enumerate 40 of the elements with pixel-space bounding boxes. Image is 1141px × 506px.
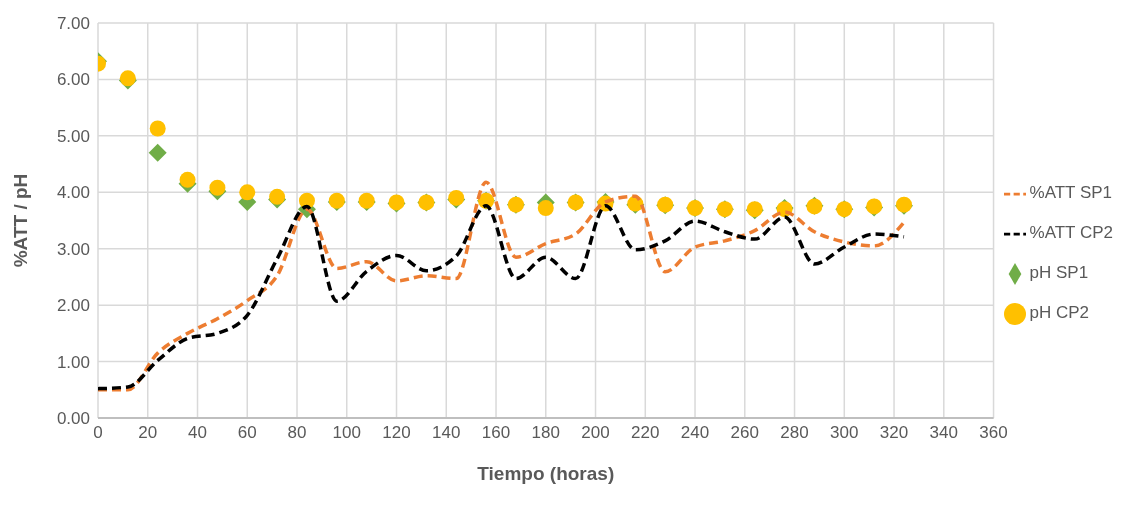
x-tick-label: 240 [680,423,710,443]
x-tick-label: 140 [432,423,461,443]
x-tick-label: 320 [879,423,909,443]
x-axis-title: Tiempo (horas) [477,463,615,484]
x-tick-label: 120 [382,423,411,443]
legend-label: %ATT CP2 [1029,223,1113,242]
x-tick-label: 280 [780,423,809,443]
x-tick-label: 340 [929,423,958,443]
x-tick-label: 80 [287,423,307,443]
x-tick-label: 220 [631,423,660,443]
x-tick-label: 60 [237,423,257,443]
point [239,184,256,201]
y-tick-label: 0.00 [56,409,90,429]
x-tick-label: 0 [93,423,103,443]
x-tick-label: 300 [830,423,859,443]
point [148,143,167,162]
y-tick-label: 4.00 [56,183,90,203]
x-tick-label: 360 [979,423,1008,443]
y-tick-label: 5.00 [56,126,90,146]
legend-label: pH CP2 [1029,303,1090,322]
y-tick-label: 1.00 [56,352,90,372]
x-tick-label: 20 [138,423,158,443]
point [179,171,196,188]
legend-label: %ATT SP1 [1029,183,1113,202]
y-tick-label: 2.00 [56,296,90,316]
point [269,188,286,205]
legend-label: pH SP1 [1029,263,1089,282]
y-tick-label: 3.00 [56,239,90,259]
x-tick-label: 180 [531,423,560,443]
point [537,200,554,217]
x-tick-label: 200 [581,423,610,443]
y-tick-label: 6.00 [56,70,90,90]
y-tick-label: 7.00 [56,14,90,34]
x-tick-label: 260 [730,423,759,443]
x-tick-label: 160 [481,423,511,443]
x-tick-label: 40 [188,423,207,443]
point [209,179,226,196]
x-tick-label: 100 [332,423,361,443]
y-axis-title: %ATT / pH [9,173,31,268]
point [149,120,166,137]
